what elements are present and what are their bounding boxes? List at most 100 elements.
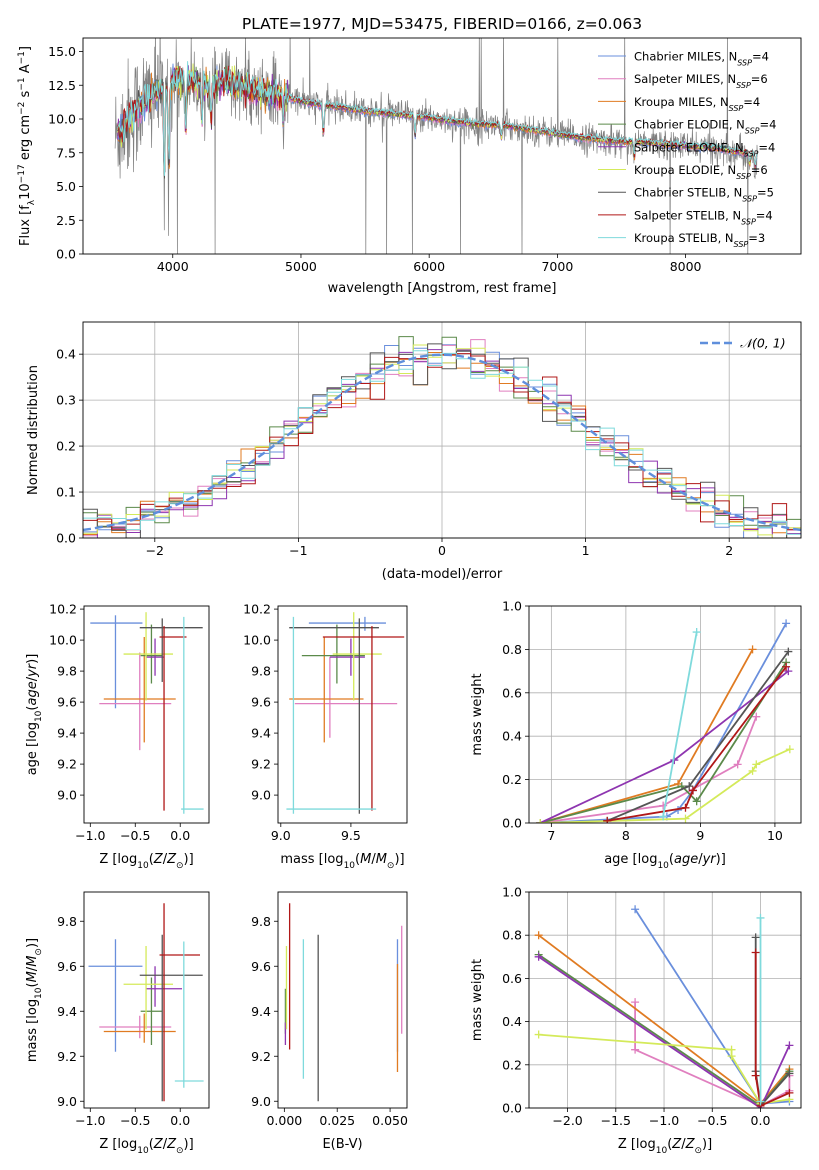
y-axis-label-part: / [25, 676, 40, 681]
x-axis-label-part: Z [log [618, 1137, 656, 1152]
x-tick-label: 8 [622, 828, 630, 843]
age-vs-mass-panel: 9.0 9.5 9.0 9.2 9.4 9.6 9.8 10.0 10.2 mass [log10… [243, 602, 408, 871]
mass-weight-marker [756, 913, 765, 922]
axes-frame: −1.0 −0.5 0.0 9.0 9.2 9.4 9.6 9.8 10.0 10.2 [49, 602, 210, 843]
axes-border [83, 891, 210, 1109]
mass-weight-marker [782, 662, 791, 671]
y-axis-label-part: age [log [25, 722, 40, 775]
errorbar-chabrier-stelib [289, 618, 379, 814]
x-tick-label: −0.5 [120, 1113, 150, 1128]
y-axis-label-part: −1 [17, 77, 27, 90]
legend-label-prefix: Salpeter MILES, N [634, 72, 736, 86]
x-axis-label-part: / [163, 852, 168, 867]
y-tick-label: 0.8 [502, 928, 522, 943]
errorbar-chabrier-miles [88, 939, 143, 1052]
y-axis-label-part: age [25, 681, 40, 705]
mass-weight-marker [785, 745, 794, 754]
mass-weight-marker [733, 760, 742, 769]
mass-weight-marker [751, 948, 760, 957]
errorbar-salpeter-elodie [146, 638, 165, 676]
x-axis-label-part: M [360, 852, 371, 867]
axes-border [277, 605, 408, 824]
y-tick-label: 9.0 [57, 1094, 77, 1109]
axes-frame: 7 8 9 10 0.0 0.2 0.4 0.6 0.8 1.0 [502, 599, 802, 843]
errorbar-kroupa-elodie [332, 612, 382, 701]
y-axis-label-part: )] [25, 654, 40, 664]
y-axis-label: mass [log10(M/M⊙)] [25, 938, 44, 1062]
legend-label-prefix: Salpeter ELODIE, N [634, 140, 744, 154]
y-tick-label: 0.4 [502, 1014, 522, 1029]
legend-label-subscript: SSP [736, 81, 751, 90]
legend-label-count: =4 [758, 140, 775, 154]
errorbar-chabrier-miles [308, 616, 386, 631]
mass-weight-marker [631, 1045, 640, 1054]
y-axis-label-part: 10 [18, 183, 33, 200]
axes-frame: −2.0 −1.5 −1.0 −0.5 0.0 0.0 0.2 0.4 0.6 0.8 1.0 [502, 885, 802, 1128]
mass-weight-line [607, 666, 787, 822]
x-tick-label: −0.5 [120, 828, 150, 843]
y-tick-label: 9.8 [251, 664, 271, 679]
legend-label-count: =4 [756, 208, 773, 222]
legend-label-kroupa-miles: Kroupa MILES, NSSP=4 [634, 95, 760, 113]
plot-area [534, 905, 794, 1108]
y-axis-label-part: −17 [17, 164, 27, 183]
x-tick-label: 0.050 [372, 1113, 408, 1128]
plot-area [536, 619, 794, 823]
x-tick-label: 10 [767, 828, 783, 843]
errorbar-salpeter-stelib [159, 626, 187, 811]
legend-label-subscript: SSP [737, 58, 752, 67]
legend-label-prefix: Chabrier ELODIE, N [634, 118, 745, 132]
x-axis-label-part: )] [184, 852, 194, 867]
mass-weight-marker [659, 812, 668, 821]
x-tick-label: 0.000 [266, 1113, 302, 1128]
y-tick-label: 9.4 [57, 1004, 77, 1019]
mass-weight-marker [748, 645, 757, 654]
axes-border [82, 321, 802, 539]
x-tick-label: 5000 [285, 259, 317, 274]
mass-weight-vs-metallicity-panel: −2.0 −1.5 −1.0 −0.5 0.0 0.0 0.2 0.4 0.6 0.8 1.0 Z [… [470, 885, 802, 1156]
x-tick-label: 0.025 [319, 1113, 355, 1128]
errorbar-chabrier-miles [90, 615, 143, 709]
x-axis-label-part: ⊙ [176, 1146, 184, 1156]
y-tick-label: 9.0 [57, 788, 77, 803]
y-tick-label: 9.6 [57, 959, 77, 974]
errorbar-kroupa-stelib [174, 941, 204, 1088]
x-axis-label-part: mass [log [280, 852, 343, 867]
y-tick-label: 0.0 [56, 247, 76, 262]
y-tick-label: 2.5 [56, 213, 76, 228]
mass-weight-series-salpeter-stelib [603, 662, 791, 823]
mass-weight-marker [752, 712, 761, 721]
x-axis-label: wavelength [Angstrom, rest frame] [328, 281, 557, 296]
y-axis-label: Normed distribution [26, 365, 41, 495]
mass-weight-marker [751, 1071, 760, 1080]
x-tick-label: 0.0 [170, 828, 190, 843]
legend-label-prefix: Salpeter STELIB, N [634, 208, 741, 222]
y-axis-label: age [log10(age/yr)] [25, 654, 44, 776]
y-tick-label: 10.2 [243, 602, 271, 617]
errorbar-kroupa-stelib [286, 616, 377, 814]
y-axis-label-part: yr [25, 662, 40, 678]
y-tick-label: 0.2 [502, 772, 522, 787]
legend-label-kroupa-stelib: Kroupa STELIB, NSSP=3 [634, 231, 765, 249]
y-tick-label: 5.0 [56, 179, 76, 194]
y-axis-label-part: mass weight [470, 959, 485, 1041]
x-tick-label: 9 [696, 828, 704, 843]
legend-label-subscript: SSP [745, 126, 760, 135]
errorbar-kroupa-miles [289, 637, 364, 743]
x-axis-label-part: age [674, 852, 698, 867]
x-axis-label-part: ⊙ [176, 861, 184, 871]
mass-weight-marker [785, 1088, 794, 1097]
y-tick-label: 12.5 [48, 78, 76, 93]
legend-label-count: =4 [743, 95, 760, 109]
mass-weight-line [539, 661, 787, 823]
legend-label-prefix: Kroupa MILES, N [634, 95, 729, 109]
y-tick-label: 9.2 [57, 1049, 77, 1064]
mass-weight-marker [631, 998, 640, 1007]
mass-weight-marker [685, 782, 694, 791]
mass-weight-marker [534, 931, 543, 940]
legend-label-chabrier-elodie: Chabrier ELODIE, NSSP=4 [634, 118, 776, 136]
y-axis-label-part: M [25, 971, 40, 982]
legend-label-subscript: SSP [729, 103, 744, 112]
